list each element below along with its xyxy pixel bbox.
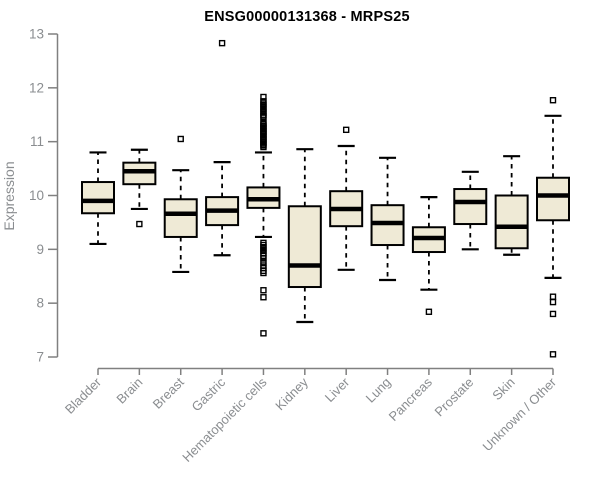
outlier-point <box>260 255 267 262</box>
box-brain <box>122 148 157 228</box>
y-tick-label: 8 <box>36 296 44 311</box>
y-tick-label: 7 <box>36 350 44 365</box>
outlier-point <box>342 126 350 134</box>
outlier-point <box>549 310 557 318</box>
x-tick-label: Pancreas <box>386 374 436 424</box>
box-unknown-other <box>536 97 570 358</box>
y-axis: 7 8 9 10 11 12 13 <box>29 27 59 365</box>
y-tick-label: 13 <box>29 27 44 42</box>
x-tick-label: Bladder <box>62 374 105 417</box>
box-liver <box>329 126 364 271</box>
outlier-point <box>260 287 267 294</box>
box-breast <box>163 135 198 274</box>
x-tick-label: Unknown / Other <box>480 374 560 454</box>
box-gastric <box>205 39 240 257</box>
x-tick-label: Breast <box>150 374 187 411</box>
outlier-point <box>549 298 557 306</box>
iqr-box <box>453 188 488 226</box>
outlier-point <box>549 293 557 300</box>
outlier-point <box>177 135 184 143</box>
box-bladder <box>81 151 115 246</box>
box-prostate <box>453 170 488 251</box>
box-skin <box>494 155 529 256</box>
x-tick-label: Lung <box>363 375 394 406</box>
box-kidney <box>287 148 322 324</box>
outlier-point <box>260 269 267 277</box>
outlier-point <box>425 308 433 315</box>
outlier-point <box>136 220 143 228</box>
boxplot-series <box>81 39 570 358</box>
box-hematopoietic-cells <box>246 93 281 337</box>
outlier-point <box>549 351 557 358</box>
x-tick-label: Skin <box>489 375 517 403</box>
iqr-box <box>163 198 198 238</box>
outlier-point <box>260 143 267 151</box>
y-tick-label: 12 <box>29 80 44 95</box>
y-tick-label: 10 <box>29 188 44 203</box>
outlier-point <box>549 97 557 104</box>
iqr-box <box>81 181 115 215</box>
x-tick-label: Liver <box>322 374 353 405</box>
chart-title: ENSG00000131368 - MRPS25 <box>204 9 410 25</box>
outlier-point <box>260 294 267 301</box>
outlier-point <box>218 39 226 47</box>
x-tick-label: Gastric <box>188 374 228 414</box>
box-pancreas <box>411 196 446 315</box>
x-tick-label: Prostate <box>432 375 477 420</box>
box-lung <box>370 156 405 282</box>
x-tick-label: Kidney <box>272 374 311 413</box>
outlier-point <box>260 330 267 337</box>
iqr-box <box>287 205 322 289</box>
y-tick-label: 9 <box>36 242 44 257</box>
y-axis-label: Expression <box>1 161 17 230</box>
outlier-point <box>260 259 267 266</box>
iqr-box <box>494 194 529 250</box>
x-tick-label: Brain <box>113 375 145 407</box>
y-tick-label: 11 <box>30 134 44 149</box>
iqr-box <box>536 176 570 222</box>
